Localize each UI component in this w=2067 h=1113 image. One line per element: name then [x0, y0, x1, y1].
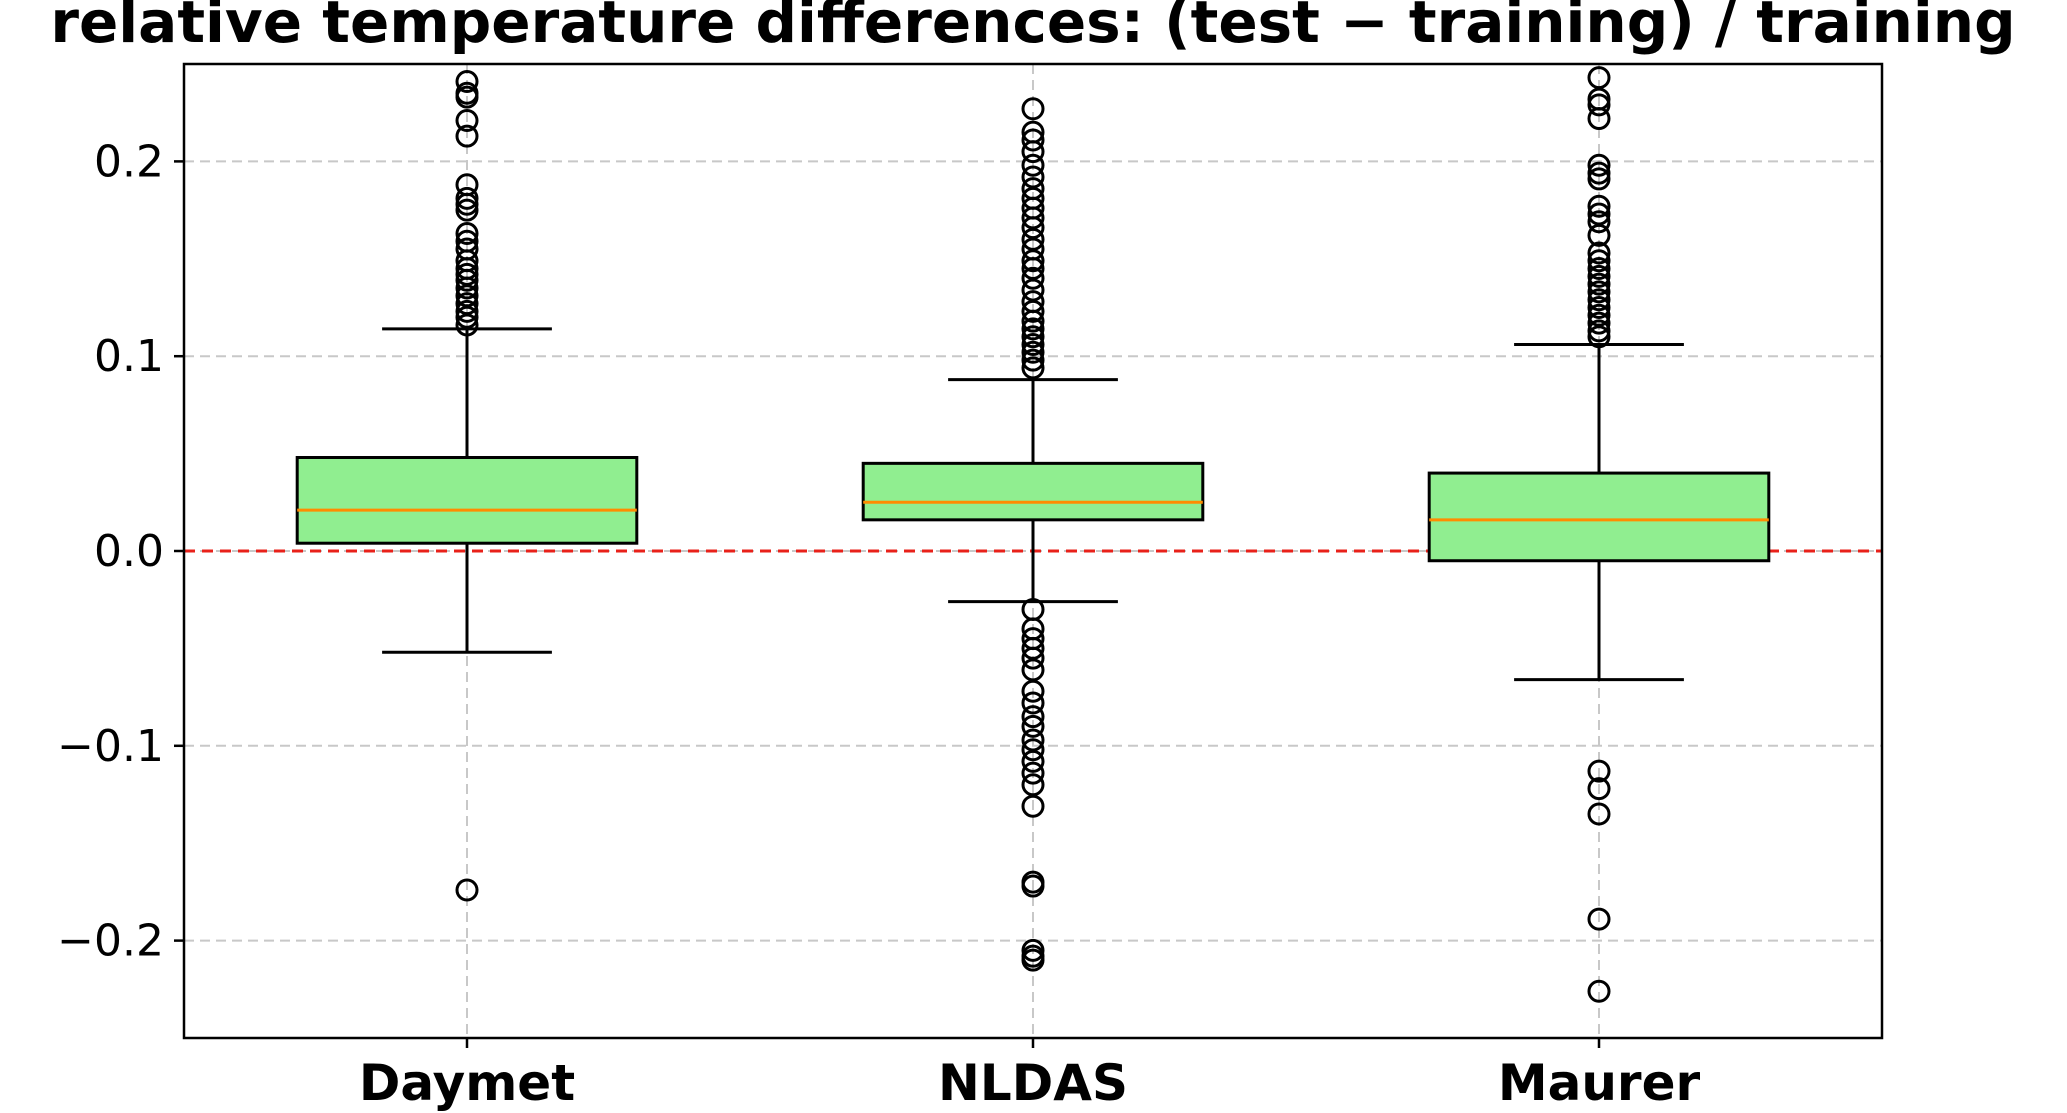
outlier-point	[455, 305, 479, 329]
outlier-point	[1587, 272, 1611, 296]
outlier-point	[1587, 107, 1611, 131]
outlier-point	[1587, 759, 1611, 783]
outlier-point	[1587, 210, 1611, 234]
outlier-point	[455, 124, 479, 148]
outlier-point	[1021, 333, 1045, 357]
outlier-point	[1021, 794, 1045, 818]
outlier-point	[1021, 249, 1045, 273]
outlier-point	[1021, 266, 1045, 290]
outlier-point	[1021, 646, 1045, 670]
outlier-point	[1587, 167, 1611, 191]
outlier-point	[1587, 249, 1611, 273]
outlier-point	[455, 108, 479, 132]
chart-title: relative temperature differences: (test …	[50, 0, 2015, 56]
outlier-point	[1021, 317, 1045, 341]
outlier-point	[1021, 749, 1045, 773]
y-tick-label: −0.1	[57, 721, 164, 772]
box-maurer	[1427, 66, 1771, 1003]
outlier-point	[1021, 325, 1045, 349]
x-tick-label-maurer: Maurer	[1498, 1054, 1701, 1112]
outlier-point	[1021, 140, 1045, 164]
outlier-point	[455, 70, 479, 94]
outlier-point	[455, 878, 479, 902]
outlier-point	[1587, 241, 1611, 265]
outlier-point	[1587, 296, 1611, 319]
outlier-point	[1587, 777, 1611, 801]
outlier-point	[1587, 194, 1611, 218]
outlier-point	[1021, 714, 1045, 738]
outlier-point	[1021, 348, 1045, 372]
boxes-layer	[295, 66, 1771, 1003]
outlier-point	[1587, 802, 1611, 826]
outlier-point	[1021, 679, 1045, 703]
outlier-point	[1587, 907, 1611, 931]
outlier-point	[455, 221, 479, 245]
outlier-point	[455, 186, 479, 210]
outlier-point	[1021, 938, 1045, 962]
outlier-point	[1587, 319, 1611, 343]
outlier-point	[1587, 311, 1611, 335]
outlier-point	[455, 299, 479, 323]
outlier-point	[1587, 257, 1611, 281]
iqr-box	[295, 455, 639, 545]
box-daymet	[295, 70, 639, 902]
outlier-point	[1021, 691, 1045, 715]
outlier-point	[1021, 761, 1045, 785]
x-tick-label-nldas: NLDAS	[938, 1054, 1128, 1112]
outlier-point	[1587, 223, 1611, 247]
outlier-point	[1021, 299, 1045, 323]
outlier-point	[1021, 738, 1045, 762]
outlier-point	[1587, 93, 1611, 117]
outlier-point	[1021, 948, 1045, 972]
outlier-point	[1021, 153, 1045, 177]
outlier-point	[1587, 280, 1611, 304]
outlier-point	[455, 85, 479, 109]
outlier-point	[1021, 97, 1045, 121]
outlier-point	[1587, 161, 1611, 185]
box-nldas	[861, 97, 1205, 972]
outlier-point	[1587, 264, 1611, 288]
outlier-point	[455, 192, 479, 216]
outlier-point	[455, 198, 479, 222]
y-tick-label: 0.1	[94, 331, 164, 382]
outlier-point	[455, 276, 479, 300]
iqr-box	[861, 461, 1205, 522]
outlier-point	[455, 268, 479, 292]
outlier-point	[1021, 340, 1045, 364]
outlier-point	[1021, 356, 1045, 380]
y-axis: −0.2 −0.1 0.0 0.1 0.2	[57, 136, 184, 967]
outlier-point	[1021, 128, 1045, 152]
outlier-point	[1021, 705, 1045, 729]
y-tick-label: −0.2	[57, 916, 164, 967]
outlier-point	[1587, 325, 1611, 349]
y-tick-label: 0.2	[94, 136, 164, 187]
outlier-point	[1587, 153, 1611, 177]
x-axis: Daymet NLDAS Maurer	[359, 1038, 1701, 1112]
outlier-point	[1587, 288, 1611, 312]
y-tick-label: 0.0	[94, 526, 164, 577]
outlier-point	[1021, 874, 1045, 898]
outlier-point	[455, 313, 479, 337]
iqr-box	[1427, 471, 1771, 563]
x-tick-label-daymet: Daymet	[359, 1054, 575, 1112]
outlier-point	[1021, 309, 1045, 333]
outlier-point	[1587, 979, 1611, 1003]
